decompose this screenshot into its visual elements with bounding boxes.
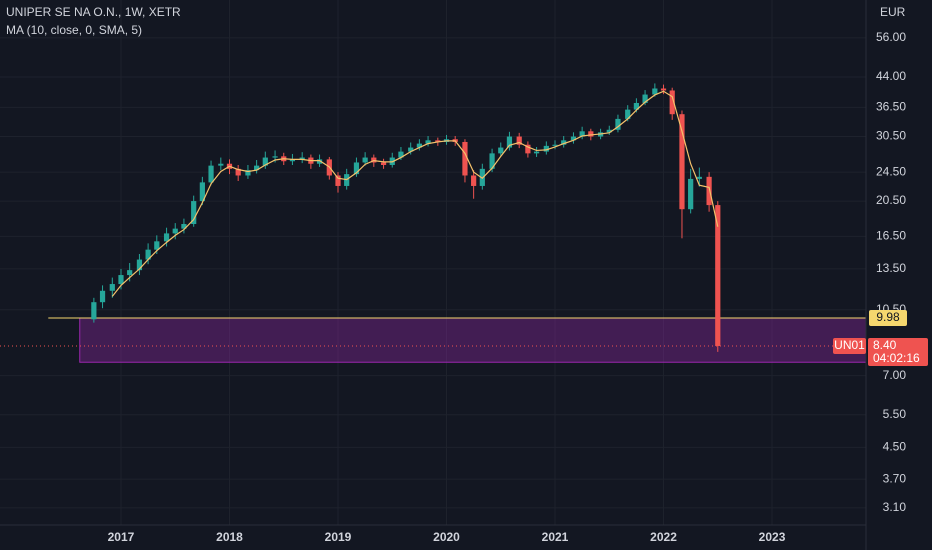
y-tick-label: 3.10 — [883, 500, 907, 514]
currency-label: EUR — [880, 5, 906, 19]
plot-area — [0, 83, 867, 363]
candle-body — [498, 147, 504, 154]
candle-body — [462, 141, 468, 176]
last-price-badge — [868, 337, 928, 366]
x-tick-label: 2021 — [542, 530, 569, 544]
candle-body — [688, 178, 694, 210]
candle-body — [181, 224, 187, 229]
x-tick-label: 2020 — [433, 530, 460, 544]
candle-body — [199, 182, 205, 202]
candle-body — [579, 131, 585, 137]
x-tick-label: 2023 — [759, 530, 786, 544]
candle-body — [416, 143, 422, 148]
candle-body — [163, 233, 170, 242]
candle-body — [425, 140, 431, 144]
candle-body — [145, 249, 151, 260]
x-tick-label: 2017 — [108, 530, 135, 544]
candle-body — [543, 145, 549, 152]
candle-body — [660, 88, 667, 91]
candle-body — [299, 157, 305, 160]
zone — [79, 317, 867, 363]
candle-body — [154, 241, 160, 250]
candle-body — [262, 157, 268, 166]
y-tick-label: 13.50 — [876, 261, 906, 275]
candle-body — [625, 109, 631, 119]
y-tick-label: 56.00 — [876, 30, 906, 44]
price-badge — [869, 309, 907, 326]
y-tick-label: 7.00 — [883, 368, 907, 382]
symbol-badge-label: UN01 — [834, 338, 865, 352]
candle-body — [533, 151, 540, 154]
y-tick-label: 20.50 — [876, 193, 906, 207]
candle-body — [679, 114, 685, 210]
candle-body — [715, 205, 721, 346]
candle-body — [706, 176, 712, 206]
x-tick-label: 2018 — [216, 530, 243, 544]
y-tick-label: 4.50 — [883, 440, 907, 454]
y-tick-label: 36.50 — [876, 100, 906, 114]
y-tick-label: 24.50 — [876, 164, 906, 178]
candle-body — [245, 170, 251, 176]
candle-body — [471, 175, 477, 186]
candle-body — [615, 118, 621, 130]
candle-body — [489, 153, 495, 169]
candle-body — [362, 157, 368, 163]
candle-body — [208, 165, 214, 183]
candle-body — [696, 176, 702, 179]
candle-body — [525, 144, 531, 154]
candle-body — [335, 175, 341, 186]
candle-body — [118, 275, 124, 285]
candle-body — [109, 284, 115, 291]
candle-body — [289, 159, 296, 162]
candle-body — [235, 168, 241, 176]
candle-body — [669, 90, 675, 115]
candle-body — [561, 140, 567, 145]
candle-body — [506, 136, 513, 148]
legend-entry: MA (10, close, 0, SMA, 5) — [6, 23, 142, 37]
candle-body — [435, 140, 441, 142]
countdown-label: 04:02:16 — [873, 351, 920, 365]
candle-body — [172, 228, 178, 234]
price-badge-label: 9.98 — [876, 310, 900, 324]
candle-body — [99, 290, 106, 303]
candle-body — [408, 147, 414, 152]
candle-body — [652, 88, 658, 95]
chart-title: UNIPER SE NA O.N., 1W, XETR — [6, 5, 181, 19]
candle-body — [570, 136, 577, 141]
candle-body — [136, 259, 143, 271]
last-price-label: 8.40 — [873, 338, 897, 352]
candle-body — [191, 201, 197, 225]
candle-body — [552, 144, 558, 146]
grid — [0, 0, 866, 525]
candle-body — [91, 302, 97, 320]
x-tick-label: 2022 — [650, 530, 677, 544]
symbol-badge — [833, 337, 866, 354]
candle-body — [642, 94, 648, 103]
x-tick-label: 2019 — [325, 530, 352, 544]
y-tick-label: 44.00 — [876, 69, 906, 83]
candle-body — [272, 156, 278, 158]
candle-body — [254, 165, 260, 171]
y-tick-label: 30.50 — [876, 129, 906, 143]
candle-body — [316, 159, 323, 164]
ma-line — [111, 90, 719, 297]
candle-body — [633, 102, 640, 110]
candle-body — [353, 162, 360, 175]
y-tick-label: 5.50 — [883, 407, 907, 421]
y-tick-label: 16.50 — [876, 229, 906, 243]
candle-body — [588, 131, 594, 137]
y-tick-label: 3.70 — [883, 471, 907, 485]
candle-body — [398, 151, 404, 158]
candle-body — [606, 129, 612, 133]
candle-body — [127, 270, 133, 276]
candle-body — [516, 136, 522, 145]
candle-body — [218, 163, 224, 166]
candle-body — [380, 162, 387, 165]
